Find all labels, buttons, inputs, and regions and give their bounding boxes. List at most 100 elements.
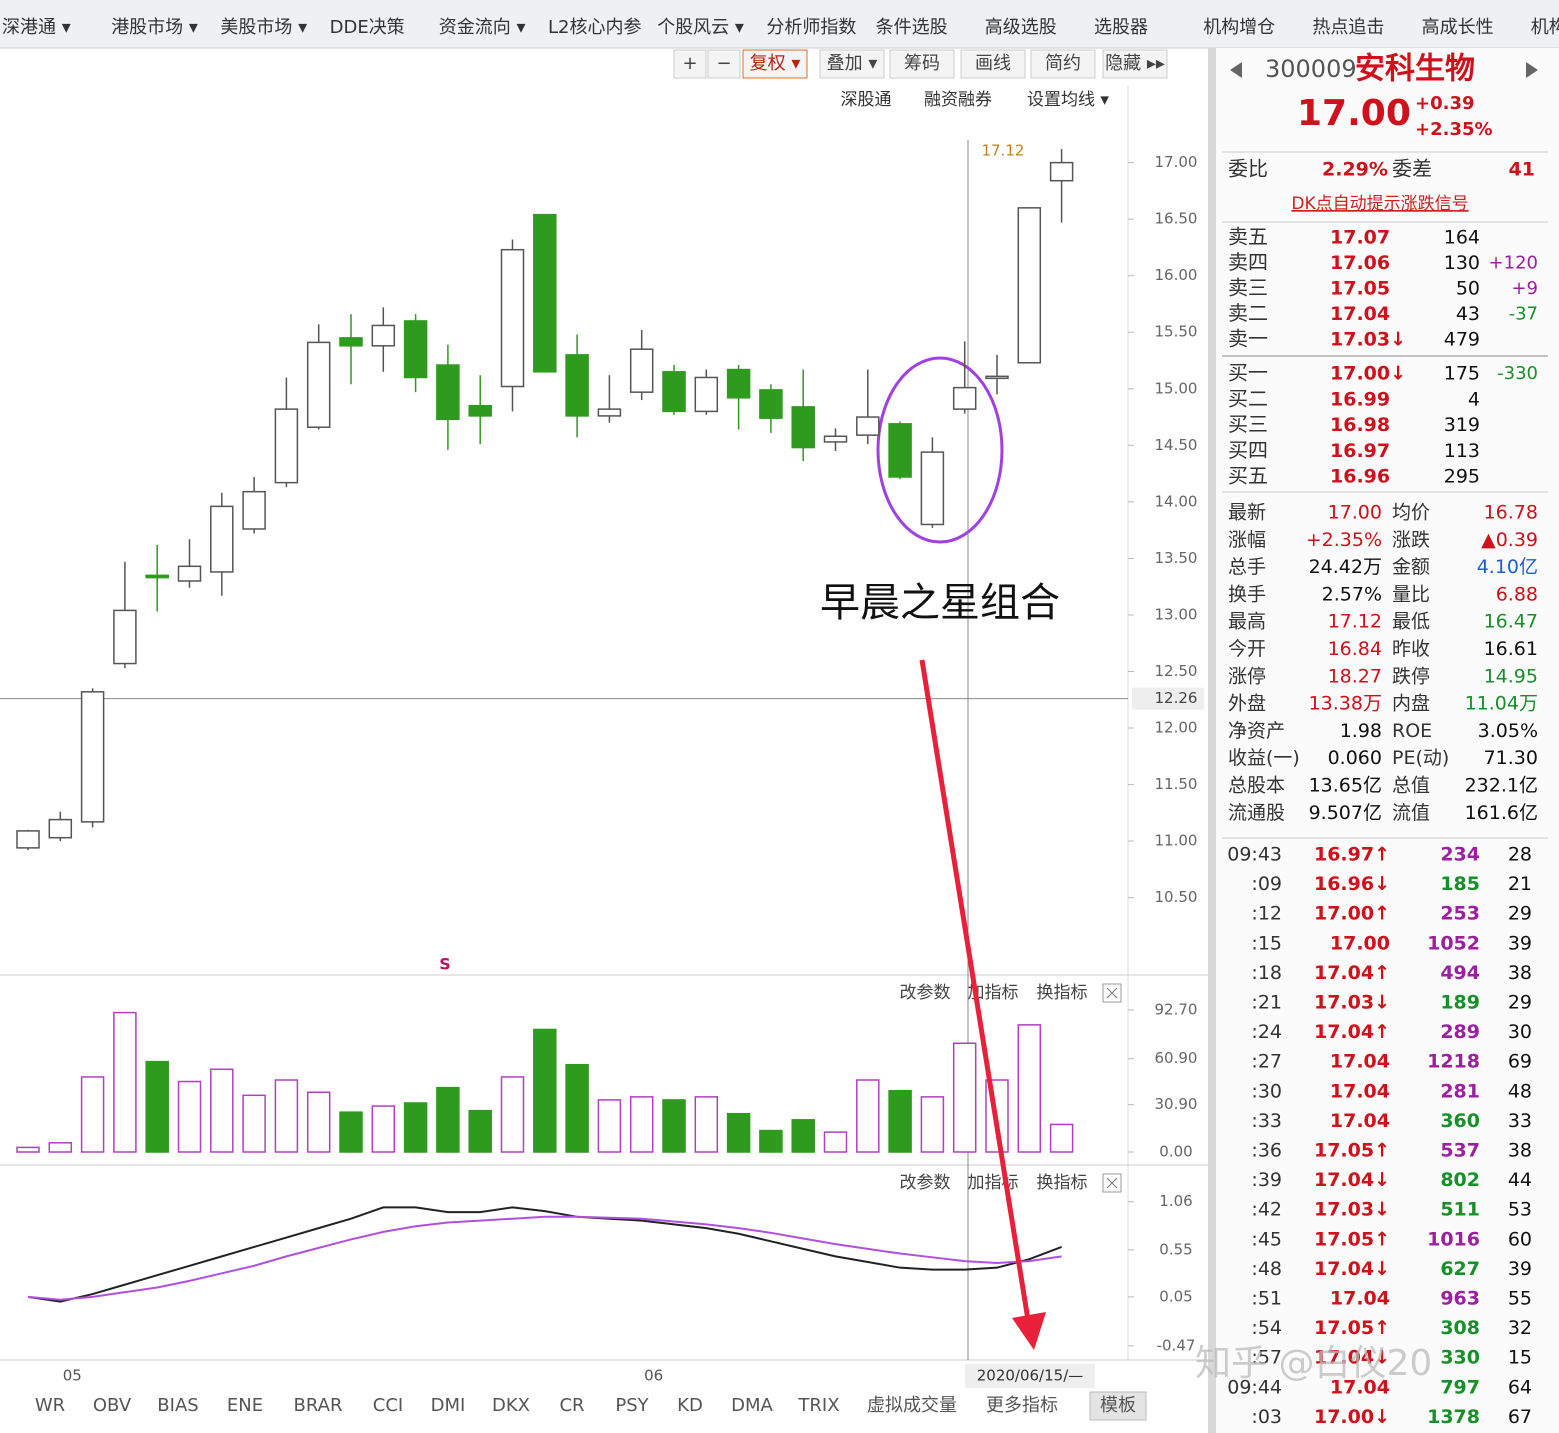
trade-time: :12 (1251, 903, 1282, 925)
trade-price: 17.04 (1330, 1288, 1390, 1310)
trade-time: :48 (1251, 1258, 1282, 1280)
book-price: 17.07 (1330, 227, 1390, 249)
stat-label: 总值 (1392, 775, 1430, 797)
stock-name: 安科生物 (1355, 52, 1475, 87)
trade-count: 39 (1508, 932, 1532, 954)
book-price: 16.99 (1330, 388, 1390, 410)
candle-body (468, 404, 492, 417)
trade-price: 17.00 (1330, 932, 1390, 954)
book-label: 买三 (1228, 412, 1268, 436)
book-label: 买二 (1228, 386, 1268, 410)
trade-count: 69 (1508, 1051, 1532, 1073)
toolbar-button-frame[interactable] (889, 49, 955, 79)
toolbar-button-frame[interactable] (1030, 49, 1096, 79)
trade-count: 39 (1508, 1258, 1532, 1280)
stat-label: 涨幅 (1228, 529, 1266, 551)
toolbar-button-frame[interactable] (819, 49, 885, 79)
volume-bar (597, 1099, 622, 1153)
trade-price: 17.04 (1330, 1080, 1390, 1102)
book-price: 16.98 (1330, 414, 1390, 436)
chart-tool: 深股通 (841, 90, 892, 110)
volume-bar (371, 1105, 396, 1153)
book-label: 卖三 (1228, 276, 1268, 300)
volume-bar (113, 1011, 137, 1153)
trade-time: 09:44 (1227, 1376, 1282, 1398)
candle-body (823, 435, 848, 443)
indicator-tab: 更多指标 (986, 1395, 1058, 1416)
trade-time: :03 (1251, 1406, 1282, 1428)
volume-bar (1049, 1123, 1074, 1153)
volume-bar (80, 1076, 105, 1153)
stat-value: 13.38万 (1309, 693, 1382, 715)
stat-value: 4.10亿 (1477, 556, 1538, 578)
y-tick-label: 92.70 (1155, 1001, 1198, 1019)
candle-body (113, 609, 137, 665)
trade-time: :21 (1251, 992, 1282, 1014)
candle-body (16, 830, 40, 849)
book-label: 卖一 (1228, 327, 1268, 351)
toolbar-button: 简约 (1045, 53, 1081, 74)
toolbar-button-frame[interactable] (960, 49, 1026, 79)
menu-item: 选股器 (1094, 17, 1148, 38)
candle-body (1049, 161, 1074, 182)
toolbar-button: 叠加 ▾ (827, 53, 878, 74)
toolbar-button-frame[interactable] (673, 49, 707, 79)
crosshair-label: 12.26 (1155, 689, 1198, 707)
stat-label: 收益(一) (1228, 747, 1300, 769)
trade-time: :42 (1251, 1199, 1282, 1221)
book-change: +120 (1489, 253, 1538, 274)
stat-label: 跌停 (1392, 665, 1430, 687)
trade-count: 29 (1508, 903, 1532, 925)
candle-body (952, 386, 977, 410)
stat-value: 17.00 (1328, 502, 1382, 524)
volume-bar (48, 1142, 73, 1153)
trade-time: 09:43 (1227, 844, 1282, 866)
trade-volume: 189 (1440, 992, 1480, 1014)
candle-body (533, 213, 557, 373)
indicator-tab: TRIX (797, 1395, 839, 1416)
candle-body (48, 818, 73, 839)
stat-label: 最新 (1228, 502, 1266, 524)
trade-price: 17.00↑ (1314, 903, 1390, 925)
stat-label: 外盘 (1228, 693, 1266, 715)
trade-volume: 308 (1440, 1317, 1480, 1339)
book-label: 卖五 (1228, 225, 1268, 249)
stat-label: 量比 (1392, 583, 1430, 605)
tab-active[interactable] (1089, 1391, 1147, 1421)
stat-value: 0.060 (1328, 747, 1382, 769)
trade-time: :33 (1251, 1110, 1282, 1132)
y-tick-label: 0.05 (1159, 1287, 1192, 1305)
arrow-head (1012, 1312, 1046, 1350)
trade-count: 60 (1508, 1228, 1532, 1250)
volume-bar (791, 1119, 815, 1153)
book-volume: 4 (1468, 388, 1480, 410)
trade-price: 17.04↑ (1314, 1021, 1390, 1043)
volume-bar (726, 1112, 751, 1153)
volume-bar (145, 1060, 169, 1153)
toolbar-button-frame[interactable] (1102, 49, 1168, 79)
signal-link: DK点自动提示涨跌信号 (1291, 194, 1468, 214)
indicator-tab: KD (677, 1395, 703, 1416)
volume-bar (694, 1096, 719, 1153)
candle-body (856, 416, 880, 436)
date-label-box (965, 1364, 1095, 1388)
trade-count: 21 (1508, 873, 1532, 895)
trade-time: :30 (1251, 1080, 1282, 1102)
toolbar-button-frame[interactable] (707, 49, 741, 79)
book-label: 买五 (1228, 464, 1268, 488)
book-volume: 113 (1444, 440, 1480, 462)
candle-body (274, 408, 299, 484)
indicator-button: 加指标 (968, 1173, 1019, 1193)
next-arrow[interactable] (1526, 62, 1538, 78)
prev-arrow[interactable] (1230, 62, 1242, 78)
book-change: -330 (1497, 363, 1538, 384)
stat-value: 14.95 (1484, 665, 1538, 687)
menu-item: 机构增仓 (1203, 17, 1275, 38)
volume-bar (629, 1096, 654, 1153)
toolbar-button-frame[interactable] (742, 49, 808, 79)
book-price: 17.04 (1330, 303, 1390, 325)
candle-body (726, 368, 751, 399)
menu-item: 机构推 (1531, 17, 1559, 38)
